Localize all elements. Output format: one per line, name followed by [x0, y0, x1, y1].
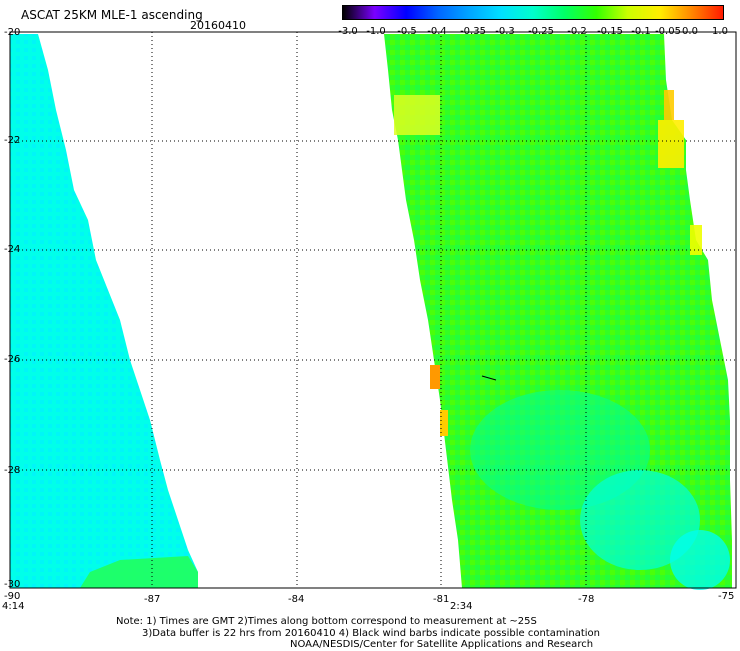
lat-label: -20: [4, 27, 21, 38]
map-title: ASCAT 25KM MLE-1 ascending: [21, 8, 203, 22]
lon-label: -90: [4, 591, 21, 602]
lat-label: -30: [4, 579, 21, 590]
graticule: [10, 32, 736, 588]
lat-label: -28: [4, 465, 21, 476]
note-line-1: Note: 1) Times are GMT 2)Times along bot…: [116, 616, 537, 627]
wind-map: [9, 31, 737, 590]
color-scale-bar: [342, 5, 724, 20]
map-frame: [9, 31, 737, 589]
yellow-patch: [440, 410, 448, 436]
lon-label: -81: [433, 594, 450, 605]
lat-label: -22: [4, 135, 21, 146]
lon-label: -84: [288, 594, 305, 605]
yellow-patch: [664, 90, 674, 120]
yellow-patch: [658, 120, 684, 168]
swath-time-west: 4:14: [2, 601, 25, 612]
wind-barb: [481, 375, 497, 381]
orange-patch: [430, 365, 440, 389]
cyan-patch: [580, 470, 700, 570]
lat-label: -24: [4, 244, 21, 255]
lon-label: -87: [144, 594, 161, 605]
west-swath: [10, 34, 198, 588]
cyan-patch: [670, 530, 730, 590]
map-date: 20160410: [190, 19, 246, 32]
yellow-patch: [690, 225, 702, 255]
swath-time-east: 2:34: [450, 601, 473, 612]
lat-label: -26: [4, 354, 21, 365]
note-line-3: NOAA/NESDIS/Center for Satellite Applica…: [290, 639, 594, 650]
west-swath-edge: [80, 556, 198, 588]
yellow-patch: [394, 95, 440, 135]
note-line-2: 3)Data buffer is 22 hrs from 20160410 4)…: [142, 628, 600, 639]
lon-label: -78: [578, 594, 595, 605]
lon-label: -75: [718, 591, 735, 602]
